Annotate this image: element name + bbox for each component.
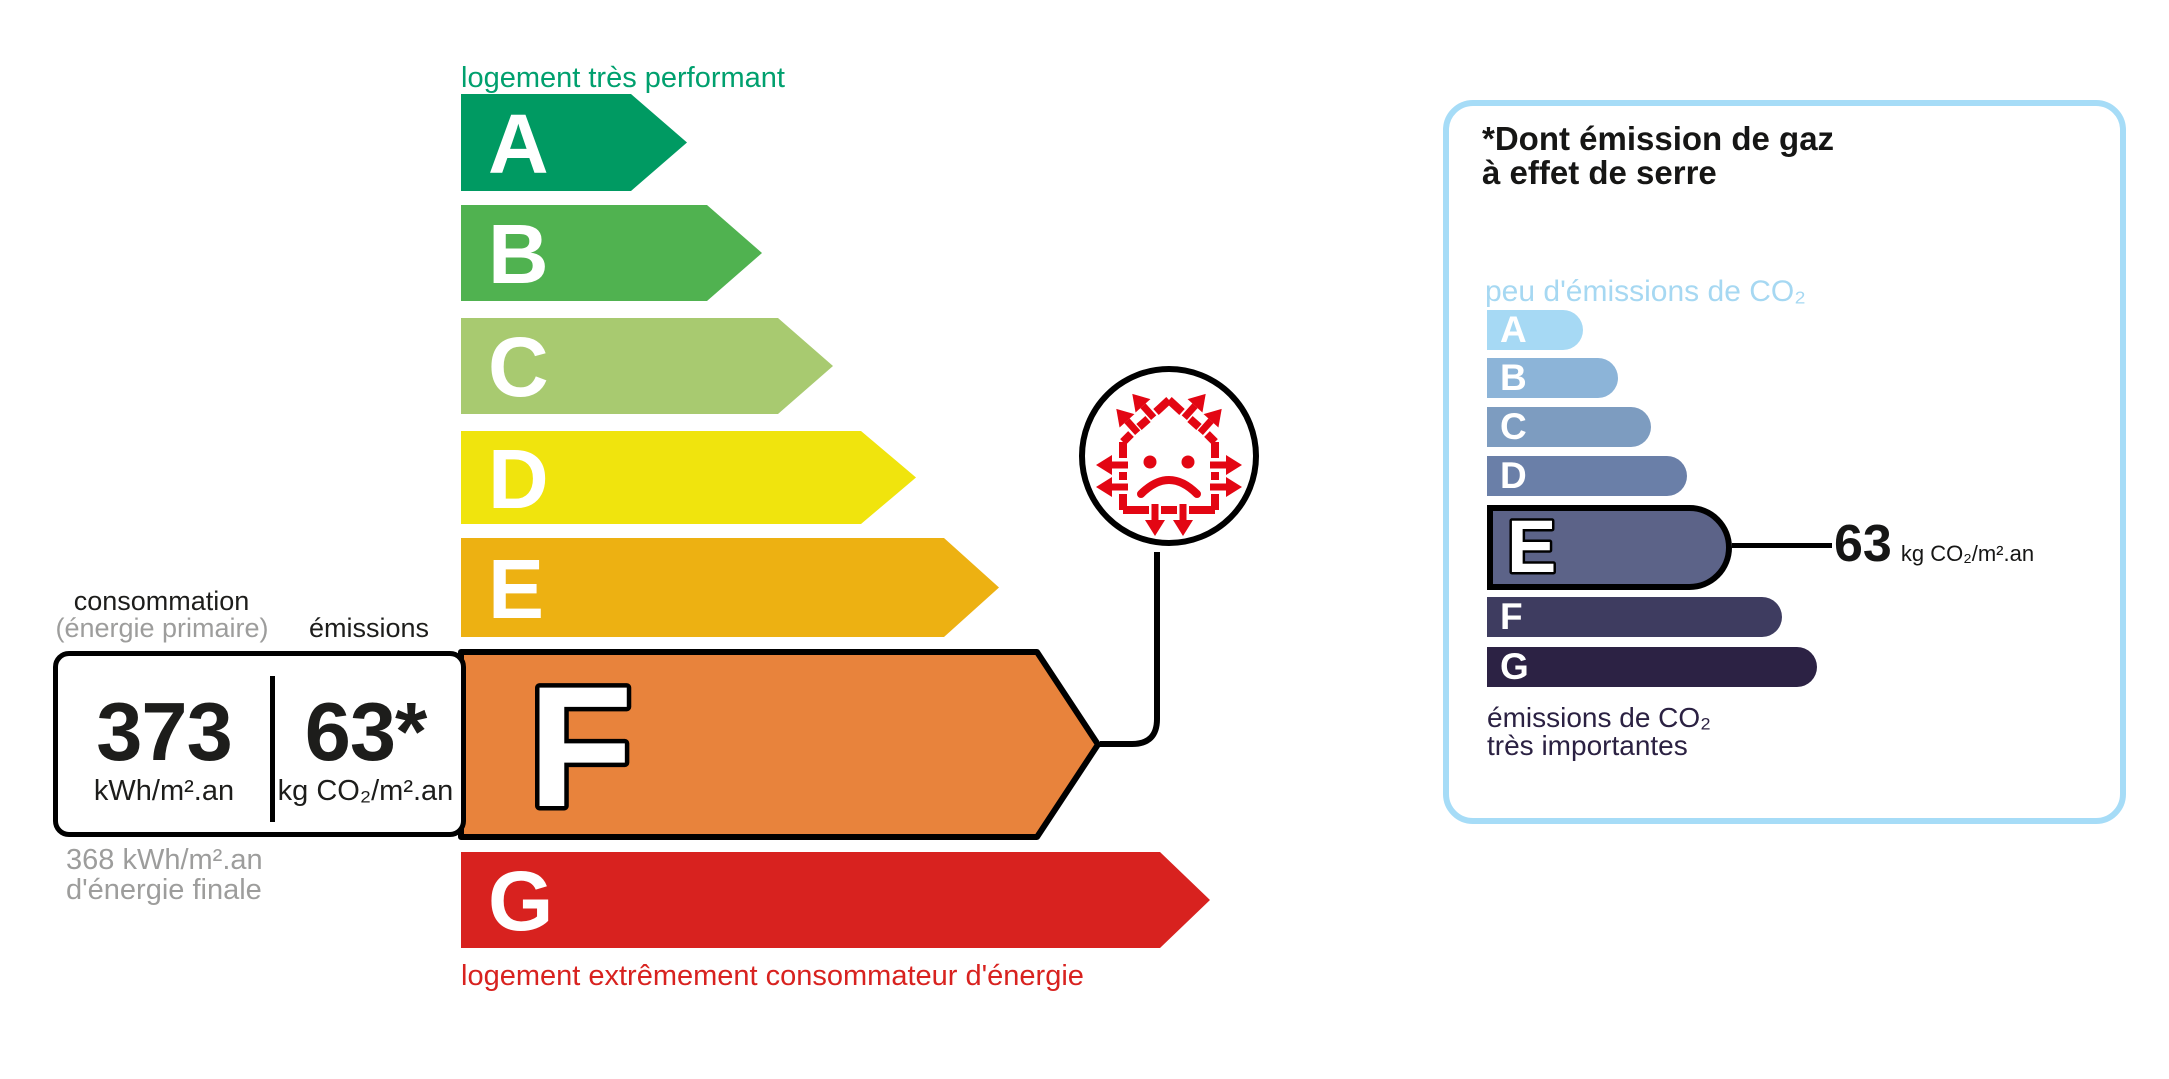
co2-class-bar-A: A (1487, 310, 1583, 350)
energy-class-letter-D: D (488, 432, 549, 526)
co2-class-letter-G: G (1500, 646, 1529, 687)
energy-class-bar-D: D (461, 431, 916, 526)
co2-panel-title-line2: à effet de serre (1482, 154, 1717, 191)
energy-value-column: 373 kWh/m².an (58, 656, 270, 832)
energy-class-letter-B: B (488, 207, 549, 301)
co2-class-letter-D: D (1500, 455, 1527, 496)
co2-emissions-panel: *Dont émission de gaz à effet de serre p… (1443, 100, 2126, 824)
energy-class-letter-E: E (488, 542, 544, 636)
consumption-value-box: 373 kWh/m².an 63* kg CO₂/m².an (53, 651, 466, 837)
co2-class-letter-A: A (1500, 309, 1527, 350)
final-energy-line1: 368 kWh/m².an (66, 844, 263, 876)
co2-class-letter-E-current: E (1507, 511, 1556, 584)
energy-class-bar-C: C (461, 318, 833, 414)
co2-class-bar-E-current: E (1487, 505, 1732, 590)
co2-high-emissions-line1: émissions de CO₂ (1487, 702, 1712, 733)
final-energy-line2: d'énergie finale (66, 874, 262, 906)
co2-class-bar-F: F (1487, 597, 1782, 637)
co2-class-bar-B: B (1487, 358, 1618, 398)
co2-class-letter-C: C (1500, 406, 1527, 447)
co2-high-emissions-label: émissions de CO₂ très importantes (1487, 704, 1711, 760)
connector-line (1100, 552, 1160, 747)
energy-class-letter-A: A (488, 97, 549, 191)
co2-current-value-group: 63 kg CO₂/m².an (1834, 518, 2034, 570)
energy-class-letter-C: C (488, 320, 549, 414)
energy-class-bar-A: A (461, 94, 687, 191)
consumption-header: consommation (73, 586, 250, 616)
co2-value-leader-line (1732, 543, 1832, 548)
energy-class-bar-G: G (461, 852, 1210, 948)
box-divider (270, 676, 275, 822)
energy-class-letter-F-current: F (528, 651, 633, 843)
energy-scale-chart: logement très performant A B C D E F G (458, 62, 1259, 992)
co2-class-bar-C: C (1487, 407, 1651, 447)
emissions-header: émissions (308, 613, 430, 643)
energy-unit: kWh/m².an (93, 775, 235, 807)
co2-current-unit: kg CO₂/m².an (1900, 541, 2035, 566)
co2-value: 63* (304, 685, 428, 778)
house-energy-leak-icon (1096, 387, 1242, 536)
final-energy-note: 368 kWh/m².an d'énergie finale (66, 845, 263, 905)
co2-panel-title-line1: *Dont émission de gaz (1482, 120, 1835, 157)
co2-unit: kg CO₂/m².an (277, 775, 454, 807)
co2-high-emissions-line2: très importantes (1487, 730, 1688, 761)
co2-value-column: 63* kg CO₂/m².an (270, 656, 461, 832)
energy-class-bar-B: B (461, 205, 762, 301)
co2-class-letter-B: B (1500, 357, 1527, 398)
co2-panel-title: *Dont émission de gaz à effet de serre (1482, 122, 1834, 190)
co2-class-bar-D: D (1487, 456, 1687, 496)
co2-current-value: 63 (1834, 515, 1892, 573)
energy-scale-top-label: logement très performant (461, 62, 785, 94)
energy-class-letter-G: G (488, 854, 553, 948)
energy-scale-bottom-label: logement extrêmement consommateur d'éner… (461, 960, 1084, 992)
energy-class-bar-E: E (461, 538, 999, 637)
co2-class-bar-G: G (1487, 647, 1817, 687)
energy-class-bar-F-current: F (458, 647, 1101, 848)
co2-low-emissions-label: peu d'émissions de CO₂ (1485, 275, 1806, 308)
energy-value: 373 (96, 685, 232, 778)
indicator-circle (1079, 366, 1259, 546)
primary-energy-subheader: (énergie primaire) (55, 613, 269, 643)
co2-class-letter-F: F (1500, 596, 1523, 637)
